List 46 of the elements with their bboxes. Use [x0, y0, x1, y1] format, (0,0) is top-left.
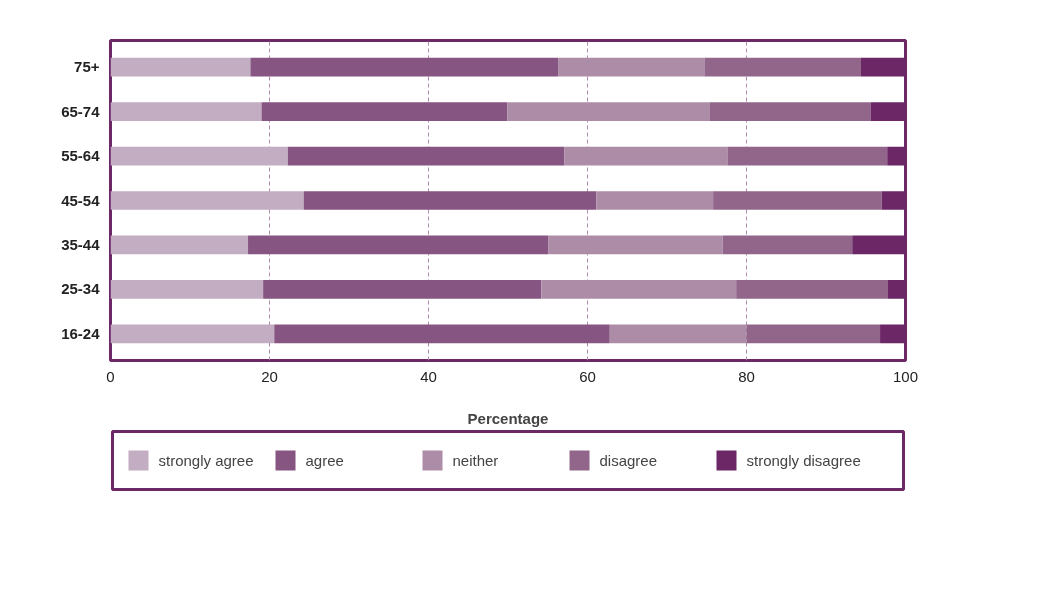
y-tick-label: 25-34 — [61, 280, 101, 298]
bar — [541, 280, 737, 299]
bar — [704, 57, 861, 77]
bar — [713, 191, 882, 210]
bar — [507, 102, 710, 121]
bar — [709, 102, 871, 121]
bar — [303, 191, 597, 210]
bar — [722, 235, 853, 255]
bar — [110, 235, 249, 255]
y-tick-label: 45-54 — [61, 191, 101, 209]
y-tick-label: 35-44 — [61, 235, 101, 253]
x-tick-label: 40 — [420, 367, 437, 385]
x-tick-label: 100 — [892, 367, 919, 385]
bar — [110, 324, 275, 344]
bar — [110, 191, 304, 210]
x-tick-label: 20 — [261, 367, 278, 385]
bar — [274, 324, 610, 344]
legend-label: agree — [305, 452, 344, 469]
bar — [287, 146, 565, 166]
bar — [558, 57, 705, 77]
bar — [263, 280, 542, 299]
legend-label: strongly disagree — [746, 452, 861, 469]
bar — [110, 102, 262, 121]
legend-label: neither — [452, 452, 499, 469]
bar — [248, 235, 549, 255]
legend-label: disagree — [599, 452, 658, 469]
bar — [746, 324, 881, 344]
bar — [596, 191, 714, 210]
x-tick-label: 0 — [106, 367, 115, 385]
x-axis-title: Percentage — [467, 409, 549, 427]
bar — [564, 146, 728, 166]
legend-label: strongly agree — [158, 452, 254, 469]
y-tick-label: 65-74 — [61, 102, 101, 120]
bar — [548, 235, 723, 255]
y-tick-label: 55-64 — [61, 147, 101, 165]
bar — [250, 57, 559, 77]
bar — [727, 146, 888, 166]
bar — [110, 57, 251, 77]
bar — [736, 280, 889, 299]
bar — [110, 146, 288, 166]
bar — [261, 102, 508, 121]
x-tick-label: 60 — [579, 367, 596, 385]
y-tick-label: 75+ — [74, 58, 100, 76]
x-tick-label: 80 — [738, 367, 755, 385]
y-tick-label: 16-24 — [61, 324, 101, 342]
bar — [110, 280, 264, 299]
